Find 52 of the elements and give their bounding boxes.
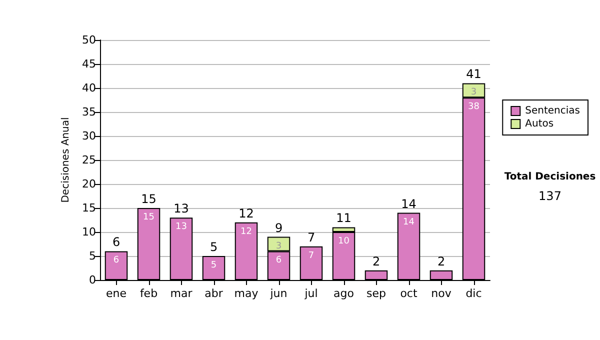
text: 137	[538, 189, 562, 203]
total-label: 41	[466, 67, 482, 82]
x-tick-label: dic	[466, 287, 482, 300]
data-label: 6	[113, 256, 120, 266]
y-tick-label: 40	[82, 82, 96, 94]
x-tick-label: jul	[304, 287, 318, 300]
y-tick-label: 20	[82, 178, 96, 190]
y-tick-label: 10	[82, 226, 96, 238]
data-label: 7	[308, 250, 314, 261]
legend-label: Sentencias	[525, 106, 580, 116]
x-tick-label: mar	[170, 287, 193, 300]
x-tick-label: sep	[366, 287, 386, 300]
y-tick-label: 45	[82, 58, 96, 70]
data-label: 14	[403, 217, 415, 228]
data-label: 15	[143, 212, 154, 222]
y-tick-label: 25	[82, 154, 96, 166]
total-label: 2	[372, 254, 380, 268]
x-tick-label: oct	[400, 287, 418, 300]
data-label: 3	[276, 241, 282, 252]
total-label: 6	[112, 235, 120, 250]
data-label: 6	[276, 256, 282, 266]
data-label: 10	[338, 236, 350, 246]
data-label: 5	[210, 260, 217, 270]
y-tick-label: 0	[89, 274, 96, 286]
text: Total Decisiones	[504, 172, 596, 182]
legend-label: Autos	[525, 118, 554, 130]
total-label: 5	[210, 240, 218, 254]
y-axis-title: Decisiones Anual	[60, 117, 72, 203]
total-label: 13	[174, 202, 189, 216]
total-label: 15	[141, 192, 156, 206]
data-label: 12	[240, 226, 252, 237]
total-label: 9	[274, 220, 283, 235]
y-tick-label: 15	[82, 202, 96, 214]
data-label: 13	[176, 222, 187, 232]
x-tick-label: feb	[140, 287, 158, 300]
x-tick-label: may	[234, 287, 259, 300]
x-tick-label: jun	[269, 287, 288, 300]
total-label: 11	[336, 211, 352, 226]
total-label: 14	[401, 196, 416, 211]
y-tick-label: 50	[82, 34, 96, 46]
y-tick-label: 35	[82, 106, 96, 118]
total-label: 2	[437, 254, 446, 268]
y-tick-label: 30	[82, 130, 96, 142]
data-label: 38	[468, 102, 480, 112]
total-label: 12	[238, 206, 254, 220]
total-label: 7	[307, 230, 316, 244]
x-tick-label: ago	[334, 287, 354, 300]
x-tick-label: ene	[106, 287, 127, 300]
data-label: 3	[470, 88, 477, 98]
y-tick-label: 5	[89, 250, 96, 262]
x-tick-label: nov	[431, 287, 452, 300]
x-tick-label: abr	[204, 287, 224, 300]
